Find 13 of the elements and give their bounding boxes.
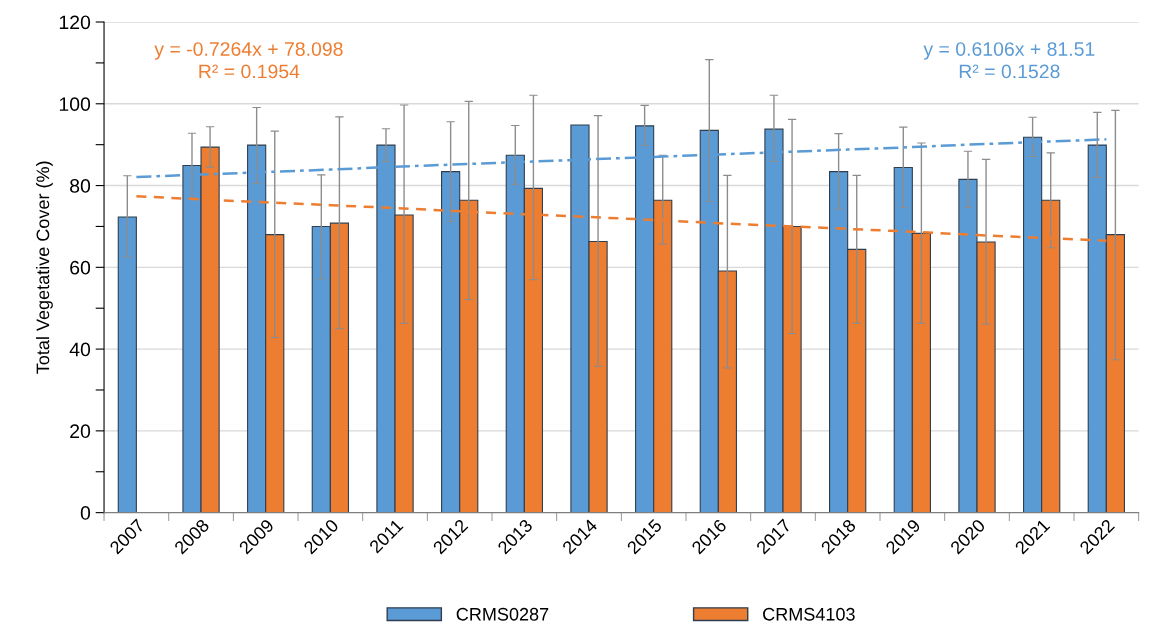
y-axis-title: Total Vegetative Cover (%) [36,161,53,374]
bar [117,216,137,513]
y-tick-label: 60 [70,260,91,275]
annotation: y = 0.6106x + 81.51 R² = 0.1528 [923,42,1095,79]
y-tick-label: 80 [70,179,91,193]
y-tick-label: 100 [59,97,91,112]
y-tick-label: 0 [80,506,91,520]
y-tick-label: 40 [69,342,91,357]
legend-label: CRMS0287 [456,607,549,621]
y-tick-label: 20 [70,424,91,439]
annotation: y = -0.7264x + 78.098 R² = 0.1954 [154,42,343,79]
legend-label: CRMS4103 [763,607,855,621]
y-tick-label: 120 [59,15,91,30]
